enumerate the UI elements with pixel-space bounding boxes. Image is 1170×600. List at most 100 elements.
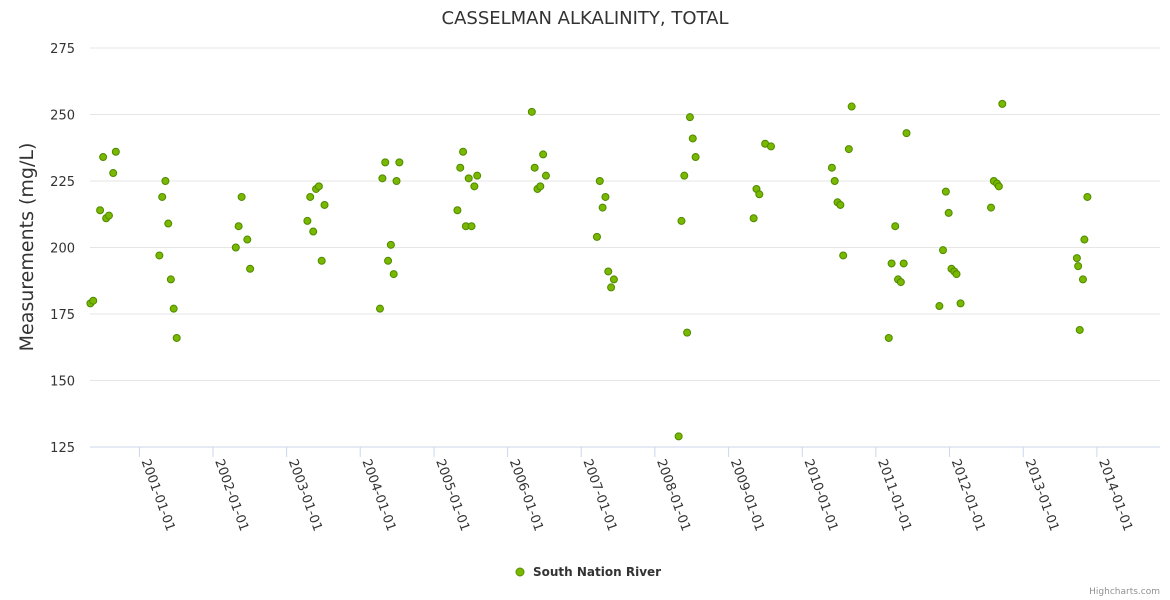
data-point — [884, 333, 893, 342]
data-point — [243, 235, 252, 244]
legend-label[interactable]: South Nation River — [533, 565, 661, 579]
data-point — [89, 296, 98, 305]
data-point — [303, 216, 312, 225]
credits-link[interactable]: Highcharts.com — [1089, 587, 1160, 597]
data-point — [680, 171, 689, 180]
data-point — [384, 256, 393, 265]
data-point — [1078, 275, 1087, 284]
data-point — [941, 187, 950, 196]
data-point — [836, 200, 845, 209]
data-point — [109, 169, 118, 178]
data-point — [1080, 235, 1089, 244]
y-tick-label: 175 — [50, 308, 75, 323]
data-point — [844, 145, 853, 154]
data-point — [902, 129, 911, 138]
data-point — [674, 432, 683, 441]
data-point — [246, 264, 255, 273]
data-point — [994, 182, 1003, 191]
data-point — [601, 192, 610, 201]
data-point — [395, 158, 404, 167]
data-point — [899, 259, 908, 268]
data-point — [830, 177, 839, 185]
data-point — [386, 240, 395, 249]
data-point — [839, 251, 848, 260]
data-point — [527, 107, 536, 116]
data-point — [539, 150, 548, 159]
data-point — [1074, 262, 1083, 271]
data-point — [456, 163, 465, 172]
data-point — [306, 192, 315, 201]
y-tick-label: 150 — [50, 375, 75, 390]
y-tick-label: 200 — [50, 242, 75, 257]
data-point — [767, 142, 776, 151]
data-point — [604, 267, 613, 276]
data-point — [464, 174, 473, 183]
data-point — [595, 177, 604, 185]
y-tick-label: 275 — [50, 42, 75, 57]
data-point — [389, 270, 398, 279]
data-point — [891, 222, 900, 231]
data-point — [470, 182, 479, 191]
data-point — [1083, 192, 1092, 201]
data-point — [688, 134, 697, 143]
data-point — [158, 192, 167, 201]
grid-lines — [90, 47, 1160, 381]
data-point — [683, 328, 692, 337]
data-point — [172, 333, 181, 342]
data-point — [541, 171, 550, 180]
y-tick-label: 225 — [50, 175, 75, 190]
data-point — [234, 222, 243, 231]
data-point — [952, 270, 961, 279]
data-point — [685, 113, 694, 122]
data-point — [164, 219, 173, 228]
data-point — [317, 256, 326, 265]
data-point — [459, 147, 468, 156]
data-point — [99, 153, 108, 162]
data-point — [1075, 325, 1084, 334]
data-point — [530, 163, 539, 172]
data-point — [536, 182, 545, 191]
data-point — [592, 232, 601, 241]
data-point — [381, 158, 390, 167]
data-point — [375, 304, 384, 313]
data-point — [155, 251, 164, 260]
data-point — [467, 222, 476, 231]
data-point — [956, 299, 965, 308]
data-point — [392, 177, 401, 185]
data-point — [987, 203, 996, 212]
data-point — [847, 102, 856, 111]
data-point — [96, 206, 105, 215]
data-point — [231, 243, 240, 252]
data-point — [309, 227, 318, 236]
data-points — [86, 99, 1092, 441]
y-axis: 275 250 225 200 175 150 125 — [50, 42, 75, 456]
data-point — [473, 171, 482, 180]
data-point — [237, 192, 246, 201]
data-point — [314, 182, 323, 191]
data-point — [935, 302, 944, 311]
data-point — [320, 200, 329, 209]
data-point — [944, 208, 953, 217]
data-point — [827, 163, 836, 172]
data-point — [111, 147, 120, 156]
data-point — [607, 283, 616, 292]
data-point — [749, 214, 758, 223]
data-point — [453, 206, 462, 215]
data-point — [378, 174, 387, 183]
data-point — [691, 153, 700, 162]
data-point — [161, 177, 170, 185]
legend[interactable]: South Nation River — [515, 565, 661, 579]
data-point — [896, 278, 905, 287]
legend-marker — [515, 567, 525, 577]
chart-title: CASSELMAN ALKALINITY, TOTAL — [442, 8, 729, 29]
data-point — [998, 99, 1007, 108]
y-tick-label: 250 — [50, 109, 75, 124]
data-point — [598, 203, 607, 212]
data-point — [755, 190, 764, 199]
data-point — [609, 275, 618, 284]
data-point — [677, 216, 686, 225]
y-axis-label: Measurements (mg/L) — [16, 143, 38, 352]
data-point — [1072, 254, 1081, 263]
